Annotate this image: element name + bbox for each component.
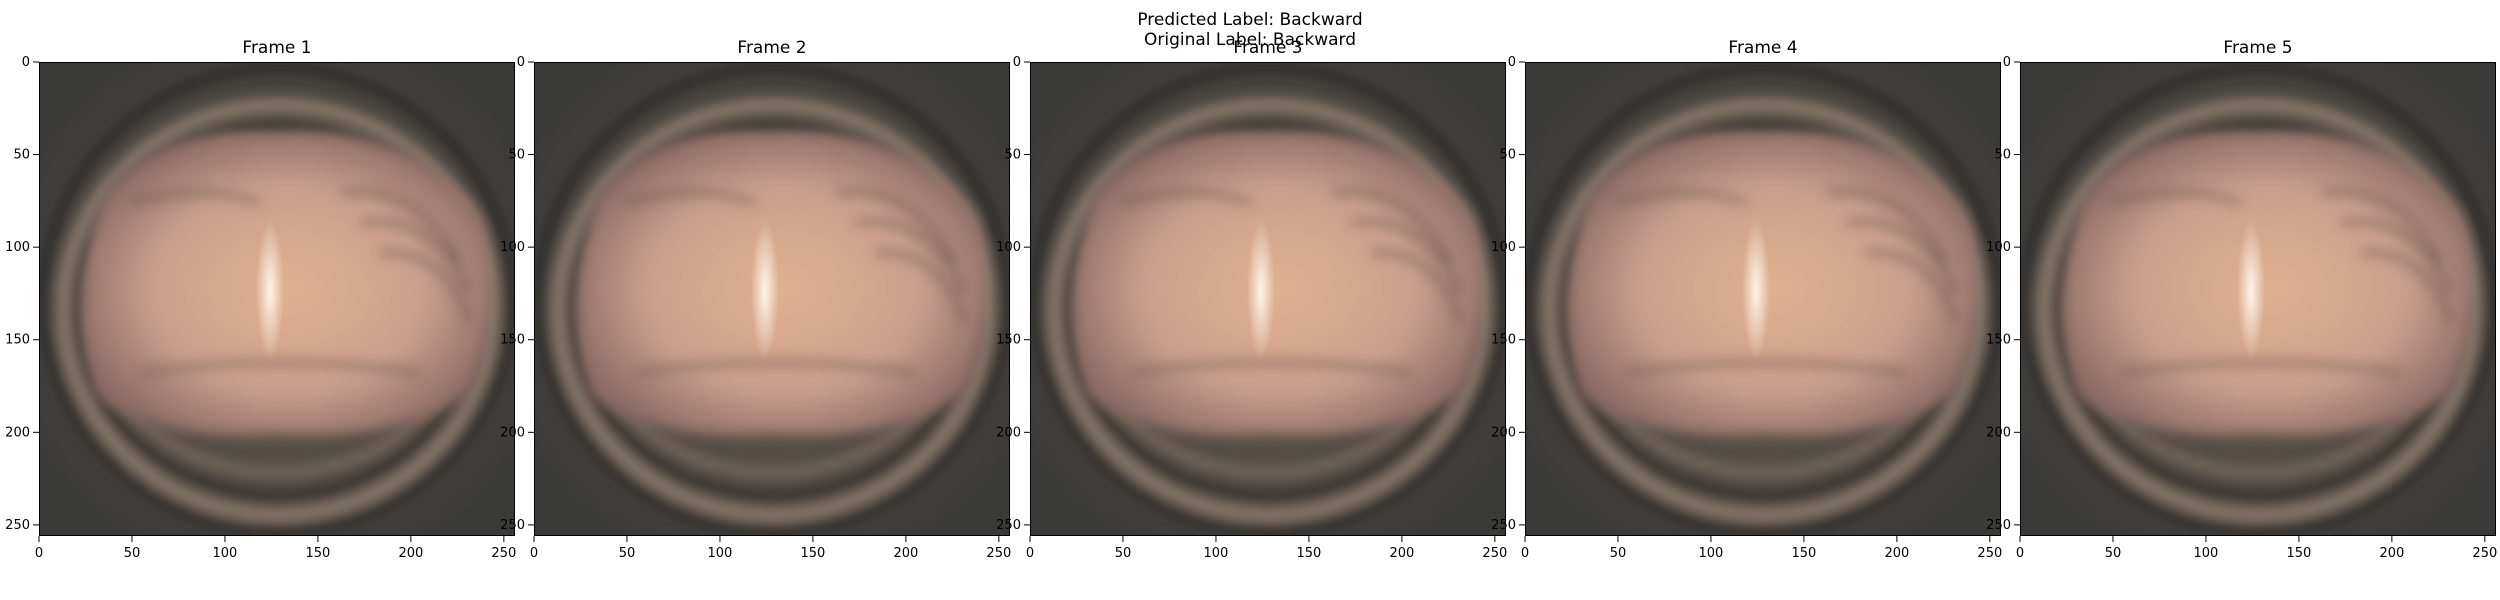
- y-tick-label: 250: [500, 518, 525, 533]
- frame-panel: 0 50 100 150 200 250 0 50 100 150 200 250: [1491, 55, 2002, 561]
- y-tick-label: 100: [996, 240, 1021, 255]
- x-tick-label: 100: [213, 546, 238, 561]
- y-tick-label: 50: [508, 148, 525, 163]
- x-tick-label: 200: [1389, 546, 1414, 561]
- frame-image: [1030, 62, 1506, 536]
- x-tick-label: 0: [1521, 546, 1529, 561]
- x-tick-label: 250: [986, 546, 1011, 561]
- x-tick-label: 150: [1791, 546, 1816, 561]
- x-tick-label: 250: [491, 546, 516, 561]
- y-tick-label: 200: [996, 425, 1021, 440]
- x-tick-label: 100: [1204, 546, 1229, 561]
- y-tick-label: 250: [996, 518, 1021, 533]
- x-tick-label: 150: [305, 546, 330, 561]
- y-tick-label: 50: [1499, 148, 1516, 163]
- frame-title: Frame 4: [1728, 38, 1798, 58]
- figure-suptitle-predicted: Predicted Label: Backward: [1137, 10, 1363, 30]
- frame-image: [1525, 62, 2001, 536]
- frame-panel: 0 50 100 150 200 250 0 50 100 150 200 250: [5, 55, 516, 561]
- x-tick-label: 250: [2472, 546, 2497, 561]
- x-tick-label: 200: [1884, 546, 1909, 561]
- x-tick-label: 0: [530, 546, 538, 561]
- y-tick-label: 0: [517, 55, 525, 70]
- y-tick-label: 50: [1994, 148, 2011, 163]
- x-tick-label: 0: [35, 546, 43, 561]
- x-tick-label: 0: [2016, 546, 2024, 561]
- y-tick-label: 0: [22, 55, 30, 70]
- y-tick-label: 0: [1013, 55, 1021, 70]
- y-tick-label: 150: [1491, 333, 1516, 348]
- y-tick-label: 100: [500, 240, 525, 255]
- y-tick-label: 250: [5, 518, 30, 533]
- y-tick-label: 50: [13, 148, 30, 163]
- figure-suptitle-original: Original Label: Backward: [1144, 30, 1356, 50]
- y-tick-label: 250: [1491, 518, 1516, 533]
- y-tick-label: 150: [1986, 333, 2011, 348]
- y-tick-label: 100: [1491, 240, 1516, 255]
- y-tick-label: 50: [1004, 148, 1021, 163]
- x-tick-label: 200: [398, 546, 423, 561]
- y-tick-label: 0: [2003, 55, 2011, 70]
- x-tick-label: 100: [2194, 546, 2219, 561]
- y-tick-label: 100: [1986, 240, 2011, 255]
- y-tick-label: 0: [1508, 55, 1516, 70]
- frame-title: Frame 3: [1233, 38, 1303, 58]
- frame-image: [39, 62, 515, 536]
- x-tick-label: 50: [1610, 546, 1627, 561]
- y-tick-label: 100: [5, 240, 30, 255]
- frame-panel: 0 50 100 150 200 250 0 50 100 150 200 250: [500, 55, 1011, 561]
- frame-title: Frame 1: [242, 38, 312, 58]
- x-tick-label: 100: [1699, 546, 1724, 561]
- x-tick-label: 50: [619, 546, 636, 561]
- x-tick-label: 150: [2286, 546, 2311, 561]
- y-tick-label: 200: [5, 425, 30, 440]
- x-tick-label: 200: [2379, 546, 2404, 561]
- x-tick-label: 250: [1977, 546, 2002, 561]
- frame-panel: 0 50 100 150 200 250 0 50 100 150 200 250: [996, 55, 1507, 561]
- frame-title: Frame 5: [2223, 38, 2293, 58]
- frame-panel: 0 50 100 150 200 250 0 50 100 150 200 250: [1986, 55, 2497, 561]
- y-tick-label: 150: [500, 333, 525, 348]
- y-tick-label: 200: [1986, 425, 2011, 440]
- y-tick-label: 250: [1986, 518, 2011, 533]
- x-tick-label: 0: [1026, 546, 1034, 561]
- y-tick-label: 200: [1491, 425, 1516, 440]
- y-tick-label: 200: [500, 425, 525, 440]
- x-tick-label: 100: [708, 546, 733, 561]
- y-tick-label: 150: [996, 333, 1021, 348]
- x-tick-label: 200: [893, 546, 918, 561]
- frame-title: Frame 2: [737, 38, 807, 58]
- x-tick-label: 50: [1115, 546, 1132, 561]
- x-tick-label: 50: [2105, 546, 2122, 561]
- x-tick-label: 150: [800, 546, 825, 561]
- x-tick-label: 250: [1482, 546, 1507, 561]
- y-tick-label: 150: [5, 333, 30, 348]
- frame-image: [2020, 62, 2496, 536]
- x-tick-label: 150: [1296, 546, 1321, 561]
- x-tick-label: 50: [124, 546, 141, 561]
- frame-image: [534, 62, 1010, 536]
